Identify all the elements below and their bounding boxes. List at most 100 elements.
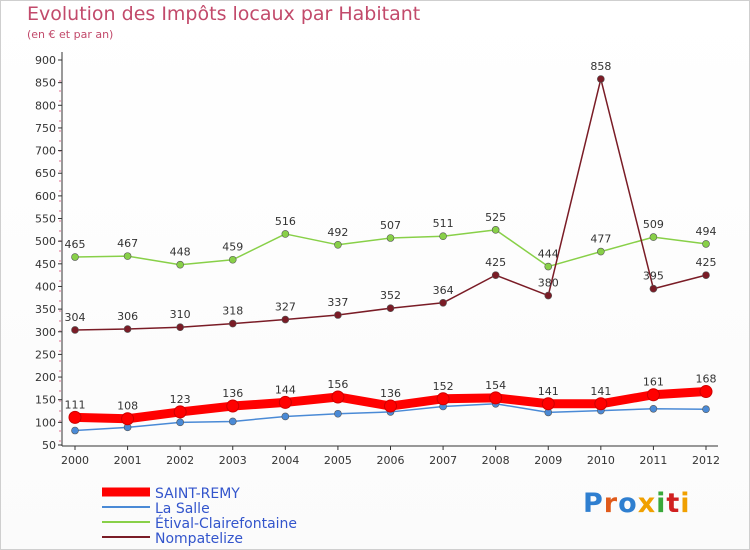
- data-label: 352: [380, 289, 401, 302]
- data-label: 154: [485, 379, 506, 392]
- data-label: 858: [590, 60, 611, 73]
- data-label: 141: [590, 385, 611, 398]
- data-label: 337: [327, 296, 348, 309]
- data-point: [699, 385, 713, 399]
- data-point: [384, 399, 397, 413]
- data-point: [334, 241, 342, 249]
- x-tick-label: 2000: [61, 454, 89, 467]
- logo-letter: r: [603, 488, 619, 519]
- data-point: [386, 234, 395, 242]
- data-point: [597, 75, 605, 83]
- y-tick-label: 350: [35, 303, 56, 316]
- data-point: [702, 240, 710, 248]
- y-tick-label: 800: [35, 99, 56, 112]
- y-tick-label: 650: [35, 167, 56, 180]
- data-label: 492: [327, 226, 348, 239]
- y-tick-label: 700: [35, 145, 56, 158]
- x-tick-label: 2008: [482, 454, 510, 467]
- data-point: [649, 404, 658, 413]
- chart-axes: 50 100 150 200 250 300 350 400 450 500 550 600 650 70…: [35, 52, 720, 467]
- data-point: [439, 232, 447, 240]
- data-label: 318: [222, 305, 243, 318]
- data-label: 511: [433, 217, 454, 230]
- data-point: [121, 412, 135, 426]
- data-point: [226, 399, 240, 413]
- proxiti-logo: Proxiti: [583, 488, 691, 519]
- chart-subtitle: (en € et par an): [27, 28, 114, 41]
- data-point: [334, 311, 342, 319]
- data-point: [228, 319, 237, 328]
- y-tick-label: 750: [35, 122, 56, 135]
- data-label: 380: [538, 277, 559, 290]
- data-point: [439, 298, 447, 307]
- data-point: [491, 271, 500, 279]
- data-label: 310: [170, 308, 191, 321]
- x-tick-label: 2012: [692, 454, 720, 467]
- x-tick-label: 2007: [429, 454, 457, 467]
- y-tick-label: 550: [35, 213, 56, 226]
- x-tick-label: 2001: [114, 454, 142, 467]
- data-label: 516: [275, 215, 296, 228]
- data-label: 161: [643, 376, 664, 389]
- data-label: 108: [117, 400, 138, 413]
- logo-letter: o: [618, 488, 638, 519]
- legend-label: La Salle: [155, 501, 210, 517]
- y-tick-label: 900: [35, 54, 56, 67]
- data-label: 327: [275, 301, 296, 314]
- x-tick-label: 2006: [377, 454, 405, 467]
- data-label: 156: [327, 378, 348, 391]
- x-tick-label: 2009: [534, 454, 562, 467]
- data-point: [597, 247, 605, 256]
- y-tick-label: 300: [35, 326, 56, 339]
- data-point: [386, 304, 395, 313]
- y-tick-label: 850: [35, 77, 56, 90]
- data-point: [702, 271, 710, 279]
- logo-letter: x: [637, 488, 657, 519]
- data-point: [281, 230, 290, 238]
- data-point: [541, 397, 555, 411]
- data-point: [123, 252, 132, 260]
- data-point: [228, 255, 237, 264]
- data-label: 425: [485, 256, 506, 269]
- data-label: 168: [696, 373, 717, 386]
- x-tick-label: 2003: [219, 454, 247, 467]
- y-tick-label: 600: [35, 190, 56, 203]
- data-point: [68, 410, 82, 424]
- y-tick-label: 50: [42, 439, 56, 452]
- data-point: [281, 412, 290, 421]
- data-label: 465: [65, 238, 86, 251]
- data-label: 395: [643, 270, 664, 283]
- data-label: 144: [275, 383, 296, 396]
- data-point: [646, 388, 660, 402]
- data-label: 507: [380, 219, 401, 232]
- x-tick-label: 2005: [324, 454, 352, 467]
- series-lines: [68, 75, 713, 435]
- data-label: 152: [433, 380, 454, 393]
- data-label: 136: [380, 387, 401, 400]
- y-tick-label: 150: [35, 394, 56, 407]
- data-label: 364: [433, 284, 454, 297]
- data-label: 111: [65, 398, 86, 411]
- x-tick-label: 2002: [166, 454, 194, 467]
- data-point: [281, 315, 290, 324]
- data-label: 141: [538, 385, 559, 398]
- x-tick-label: 2004: [271, 454, 299, 467]
- logo-letter: t: [666, 488, 681, 519]
- data-label: 136: [222, 387, 243, 400]
- data-point: [331, 390, 345, 404]
- legend-label: SAINT-REMY: [155, 486, 240, 502]
- data-point: [173, 405, 187, 419]
- y-tick-label: 400: [35, 280, 56, 293]
- data-label: 494: [696, 225, 717, 238]
- data-point: [594, 397, 608, 411]
- y-tick-label: 450: [35, 258, 56, 271]
- data-point: [278, 395, 292, 409]
- data-point: [436, 392, 450, 406]
- data-point: [649, 284, 658, 293]
- logo-letter: i: [656, 488, 667, 519]
- data-labels: 465 467 448 459 516 492 507 511 525 444 477 509 494 3…: [65, 60, 717, 413]
- data-point: [544, 262, 553, 271]
- data-label: 304: [65, 311, 86, 324]
- data-point: [71, 326, 79, 334]
